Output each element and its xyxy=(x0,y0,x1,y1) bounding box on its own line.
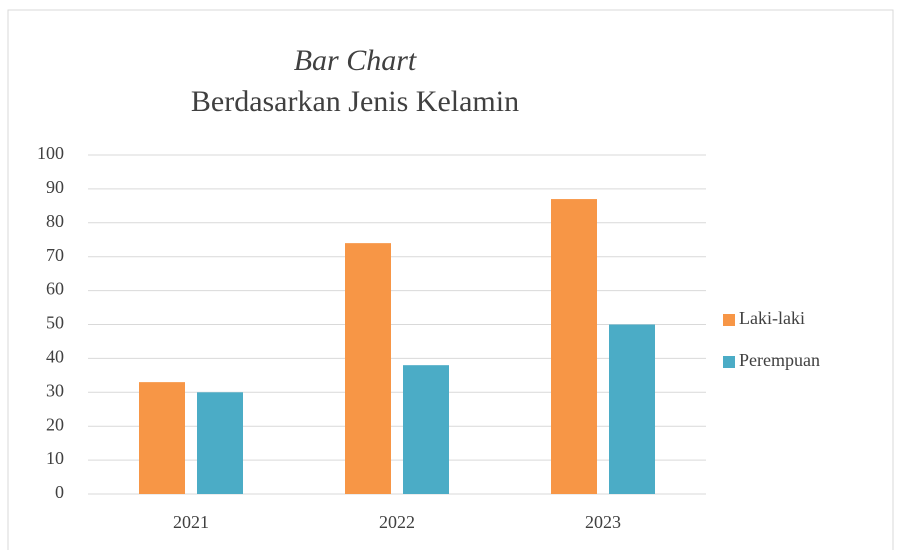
legend-label: Perempuan xyxy=(739,350,820,370)
legend-label: Laki-laki xyxy=(739,308,805,328)
y-tick-label: 90 xyxy=(46,177,64,197)
y-tick-label: 10 xyxy=(46,448,64,468)
y-tick-label: 20 xyxy=(46,414,64,434)
bar xyxy=(403,365,449,494)
bar xyxy=(551,199,597,494)
bar xyxy=(139,382,185,494)
y-tick-label: 80 xyxy=(46,211,64,231)
bar xyxy=(609,324,655,494)
y-tick-label: 30 xyxy=(46,380,64,400)
y-tick-label: 60 xyxy=(46,279,64,299)
legend-swatch xyxy=(723,314,735,326)
x-tick-label: 2021 xyxy=(173,512,209,532)
chart-subtitle: Berdasarkan Jenis Kelamin xyxy=(191,85,519,118)
y-tick-label: 100 xyxy=(37,143,64,163)
x-tick-label: 2022 xyxy=(379,512,415,532)
y-tick-label: 70 xyxy=(46,245,64,265)
bar xyxy=(197,392,243,494)
legend-swatch xyxy=(723,356,735,368)
chart-title: Bar Chart xyxy=(294,44,417,77)
bar xyxy=(345,243,391,494)
x-tick-label: 2023 xyxy=(585,512,621,532)
y-tick-label: 50 xyxy=(46,313,64,333)
y-tick-label: 40 xyxy=(46,347,64,367)
y-tick-label: 0 xyxy=(55,482,64,502)
